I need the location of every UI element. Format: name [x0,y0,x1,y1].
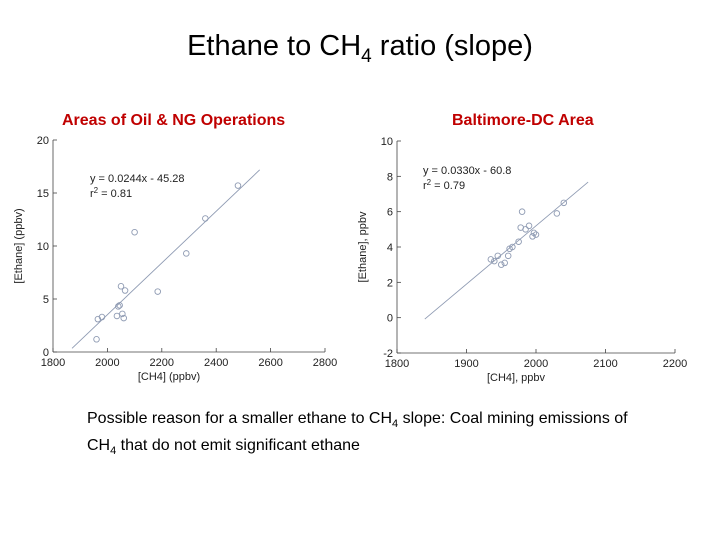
right-chart-title: Baltimore-DC Area [452,112,594,129]
data-point [504,252,512,260]
y-tick-label: 0 [43,347,49,359]
left-chart-title: Areas of Oil & NG Operations [62,112,286,129]
data-point [131,228,138,236]
data-point [234,182,242,189]
y-axis-label: [Ethane], ppbv [357,211,369,282]
regression-line [424,181,589,320]
data-point [522,226,529,233]
data-point [518,208,526,215]
left-scatter-chart: 1800 2000 2200 2400 2600 2800 0 5 10 15 20 [CH4] (p… [13,135,337,383]
x-tick-label: 2000 [95,357,119,369]
x-tick-label: 2600 [258,357,282,369]
r-squared-annotation: r2 = 0.81 [90,186,132,200]
x-tick-label: 2000 [524,358,548,370]
slide-title: Ethane to CH4 ratio (slope) [187,30,533,67]
data-point [183,250,190,257]
data-point [202,215,209,222]
x-axis-label: [CH4], ppbv [487,372,546,384]
y-tick-label: 15 [37,188,49,200]
y-tick-label: 10 [37,241,49,253]
y-tick-label: 0 [387,313,393,325]
data-point [530,229,538,237]
data-point [525,222,533,230]
right-scatter-chart: 1800 1900 2000 2100 2200 -2 0 2 4 6 8 10 [CH4], ppbv… [357,136,687,384]
footnote: Possible reason for a smaller ethane to … [87,410,628,458]
data-point [560,199,568,207]
y-tick-label: 10 [381,136,393,148]
data-point [553,210,561,217]
data-point [487,256,495,263]
x-tick-label: 2200 [150,357,174,369]
y-axis-label: [Ethane] (ppbv) [13,208,25,283]
y-tick-label: 8 [387,171,393,183]
data-point [115,303,122,310]
data-point [154,288,161,295]
x-axis-label: [CH4] (ppbv) [138,371,200,383]
data-point [98,313,106,321]
x-tick-label: 1800 [41,357,65,369]
x-tick-label: 1800 [385,358,409,370]
x-tick-label: 2400 [204,357,228,369]
r-squared-annotation: r2 = 0.79 [423,178,465,192]
equation-annotation: y = 0.0244x - 45.28 [90,173,184,185]
y-tick-label: -2 [383,348,393,360]
data-point [497,261,505,268]
x-tick-label: 2800 [313,357,337,369]
y-tick-label: 4 [387,242,393,254]
data-point [529,233,536,240]
data-point [491,257,498,265]
data-point [113,312,121,320]
y-tick-label: 6 [387,207,393,219]
x-tick-label: 2100 [593,358,617,370]
data-point [509,243,516,251]
x-tick-label: 2200 [663,358,687,370]
data-point [121,287,129,294]
data-point [515,238,522,245]
y-tick-label: 2 [387,277,393,289]
data-point [117,283,125,290]
data-point [120,314,127,322]
data-point [116,302,123,309]
data-point [119,310,126,318]
regression-line [71,169,261,349]
data-point [494,252,502,260]
data-point [93,336,100,343]
equation-annotation: y = 0.0330x - 60.8 [423,165,511,177]
data-point [501,259,508,267]
data-point [532,231,540,238]
y-tick-label: 5 [43,294,49,306]
x-tick-label: 1900 [454,358,478,370]
y-tick-label: 20 [37,135,49,147]
